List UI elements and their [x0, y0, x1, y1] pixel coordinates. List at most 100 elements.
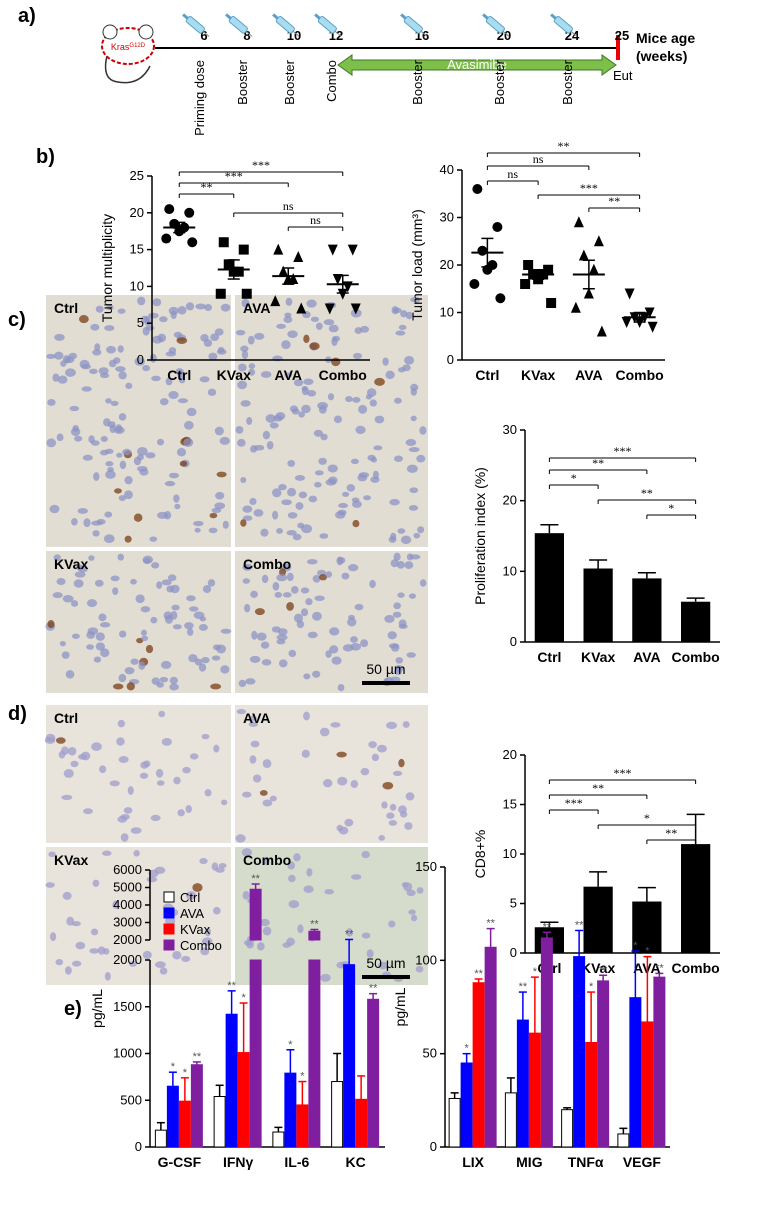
cell	[175, 368, 184, 376]
cell	[146, 876, 158, 883]
cell	[112, 900, 119, 909]
cell	[207, 579, 216, 587]
micrograph-label: AVA	[243, 300, 270, 316]
y-tick-label: 15	[130, 242, 144, 257]
stained-cell	[133, 513, 143, 522]
y-tick-label: 50	[423, 1046, 437, 1061]
cell	[151, 375, 161, 382]
cell	[269, 422, 279, 429]
syringe-plunger	[314, 13, 321, 20]
cell	[145, 452, 156, 459]
cell	[287, 487, 297, 497]
cell	[406, 464, 418, 473]
cell	[345, 396, 353, 403]
cell	[346, 484, 356, 492]
cell	[287, 861, 296, 870]
cell	[177, 398, 189, 404]
x-tick-label: MIG	[516, 1154, 543, 1170]
significance-label: **	[599, 964, 608, 976]
micrograph-bg	[46, 551, 231, 693]
cell	[100, 648, 110, 658]
significance-label: **	[592, 781, 604, 795]
cell	[374, 415, 385, 424]
bar	[573, 956, 586, 1148]
legend-label: KVax	[180, 922, 211, 937]
micrograph: Ctrl	[46, 295, 231, 547]
significance-label: *	[571, 471, 577, 485]
cell	[116, 452, 123, 458]
stained-cell	[126, 682, 135, 691]
cell	[260, 528, 269, 537]
cell	[410, 914, 418, 922]
cell	[81, 364, 91, 370]
significance-label: *	[241, 992, 246, 1004]
significance-label: **	[474, 968, 483, 980]
bar	[653, 976, 666, 1148]
cell	[215, 491, 225, 500]
cell	[220, 303, 231, 312]
cell	[168, 390, 179, 399]
cell	[54, 351, 64, 360]
cell	[262, 926, 272, 936]
cell	[118, 756, 129, 763]
cell	[62, 594, 74, 603]
panel-label: a)	[18, 5, 36, 27]
legend-label: AVA	[180, 906, 204, 921]
cell	[313, 429, 323, 437]
cell	[214, 502, 226, 510]
significance-label: **	[665, 826, 677, 840]
cell	[404, 561, 414, 569]
cell	[198, 623, 208, 631]
cell	[69, 405, 80, 412]
cell	[165, 351, 177, 357]
cell	[160, 660, 172, 669]
cell	[46, 438, 57, 448]
cell	[75, 941, 86, 950]
cell	[261, 659, 272, 666]
significance-label: ns	[533, 152, 544, 166]
cell	[161, 738, 172, 746]
cell	[241, 298, 250, 308]
cell	[385, 370, 395, 380]
cell	[354, 327, 363, 334]
cell	[169, 683, 179, 691]
cell	[117, 308, 126, 314]
cell	[195, 303, 207, 310]
cell	[148, 312, 159, 319]
x-tick-label: AVA	[275, 367, 302, 383]
stained-cell	[176, 337, 188, 345]
cell	[77, 507, 89, 514]
cell	[238, 363, 247, 372]
significance-label: *	[645, 946, 650, 958]
cell	[104, 971, 111, 981]
x-tick-label: VEGF	[623, 1154, 662, 1170]
cell	[397, 592, 405, 598]
strain: Kras	[111, 42, 130, 52]
bar	[585, 1041, 598, 1148]
data-point	[270, 295, 281, 307]
bar	[166, 1085, 179, 1148]
cell	[117, 553, 124, 561]
y-tick-label: 2000	[113, 952, 142, 967]
y-tick-label: 0	[510, 945, 517, 960]
cell	[59, 640, 66, 647]
cell	[336, 824, 344, 832]
y-tick-label: 15	[503, 797, 517, 812]
significance-label: **	[543, 921, 552, 933]
cell	[74, 435, 83, 442]
significance-label: *	[589, 981, 594, 993]
cell	[118, 371, 127, 380]
x-tick-label: KVax	[581, 649, 615, 665]
cell	[159, 316, 168, 323]
cell	[98, 367, 109, 375]
y-tick-label: 20	[440, 257, 454, 272]
cell	[156, 581, 163, 589]
cell	[95, 305, 104, 313]
cell	[92, 349, 102, 356]
cell	[331, 656, 342, 665]
cell	[95, 632, 105, 641]
significance-label: ns	[310, 213, 321, 227]
cell	[106, 304, 114, 311]
cell	[249, 497, 257, 505]
x-tick-label: Ctrl	[475, 367, 499, 383]
